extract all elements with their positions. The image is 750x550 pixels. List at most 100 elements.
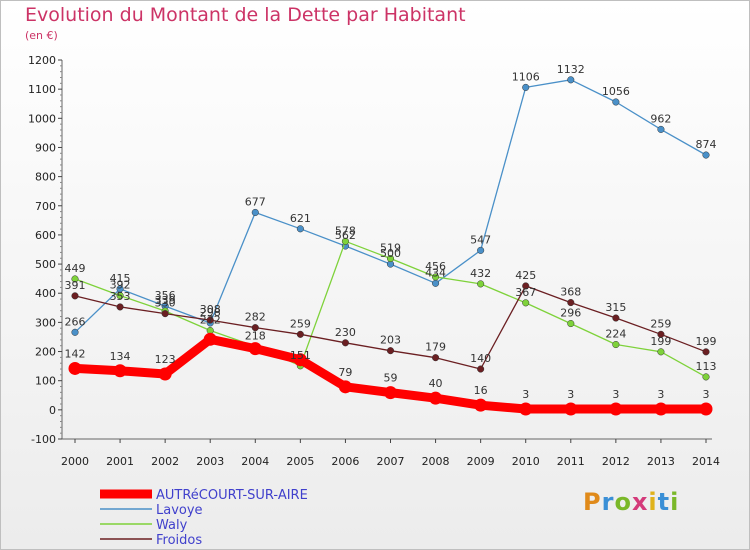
data-point bbox=[567, 76, 575, 84]
data-point bbox=[519, 402, 533, 416]
axes bbox=[61, 60, 712, 440]
logo-letter: o bbox=[614, 488, 632, 516]
data-label: 259 bbox=[650, 317, 671, 330]
logo-letter: i bbox=[648, 488, 658, 516]
data-label: 962 bbox=[650, 112, 671, 125]
y-tick-label: 500 bbox=[35, 258, 56, 271]
series-autr-court-sur-aire bbox=[68, 332, 713, 416]
data-label: 40 bbox=[429, 377, 443, 390]
data-point bbox=[609, 402, 623, 416]
data-label: 330 bbox=[155, 297, 176, 310]
data-label: 230 bbox=[335, 326, 356, 339]
data-label: 259 bbox=[290, 317, 311, 330]
data-point bbox=[206, 316, 214, 324]
data-label: 308 bbox=[200, 303, 221, 316]
x-tick-label: 2006 bbox=[331, 455, 359, 468]
data-label: 179 bbox=[425, 341, 446, 354]
data-point bbox=[612, 340, 620, 349]
data-point bbox=[702, 151, 710, 159]
data-point bbox=[386, 254, 395, 263]
y-tick-label: 700 bbox=[35, 200, 56, 213]
data-point bbox=[522, 282, 530, 290]
data-point bbox=[113, 364, 127, 378]
data-point bbox=[248, 342, 262, 356]
data-label: 562 bbox=[335, 229, 356, 242]
data-label: 3 bbox=[567, 388, 574, 401]
logo-letter: i bbox=[670, 488, 680, 516]
x-tick-label: 2002 bbox=[151, 455, 179, 468]
data-point bbox=[654, 402, 668, 416]
data-label: 3 bbox=[522, 388, 529, 401]
y-tick-label: 100 bbox=[35, 375, 56, 388]
data-label: 282 bbox=[245, 311, 266, 324]
data-label: 456 bbox=[425, 260, 446, 273]
data-point bbox=[116, 292, 124, 300]
data-point bbox=[432, 273, 440, 281]
x-tick-label: 2007 bbox=[377, 455, 405, 468]
y-tick-label: 1200 bbox=[28, 54, 56, 67]
data-label: 874 bbox=[696, 138, 717, 151]
data-label: 449 bbox=[65, 262, 86, 275]
y-axis-ticks: -100 0 100 200 300 400 500 600 700 800 900 1000 1100… bbox=[28, 54, 62, 446]
x-axis-ticks: 2000 2001 2002 2003 2004 2005 2006 2007 2008 2009… bbox=[61, 439, 720, 468]
data-point bbox=[564, 402, 578, 416]
x-tick-label: 2005 bbox=[286, 455, 314, 468]
data-label: 3 bbox=[657, 388, 664, 401]
data-label: 199 bbox=[650, 335, 671, 348]
data-point bbox=[161, 310, 169, 318]
data-point bbox=[293, 353, 307, 367]
legend-label: Lavoye bbox=[156, 503, 203, 518]
data-point bbox=[71, 328, 79, 336]
data-point bbox=[341, 339, 349, 347]
data-point bbox=[251, 324, 259, 332]
data-label: 339 bbox=[155, 294, 176, 307]
data-label: 1056 bbox=[602, 85, 630, 98]
y-tick-label: 800 bbox=[35, 171, 56, 184]
y-tick-label: 300 bbox=[35, 316, 56, 329]
x-tick-label: 2003 bbox=[196, 455, 224, 468]
data-point bbox=[296, 330, 304, 338]
data-label: 547 bbox=[470, 233, 491, 246]
y-tick-label: 400 bbox=[35, 287, 56, 300]
x-tick-label: 2013 bbox=[647, 455, 675, 468]
data-label: 224 bbox=[605, 328, 626, 341]
data-point bbox=[699, 402, 713, 416]
x-tick-label: 2011 bbox=[557, 455, 585, 468]
data-label: 621 bbox=[290, 212, 311, 225]
data-label: 677 bbox=[245, 195, 266, 208]
legend-label: Froidos bbox=[156, 533, 202, 548]
legend-label: AUTRéCOURT-SUR-AIRE bbox=[156, 488, 308, 503]
x-tick-label: 2004 bbox=[241, 455, 269, 468]
data-label: 578 bbox=[335, 224, 356, 237]
x-tick-label: 2010 bbox=[512, 455, 540, 468]
data-label: 151 bbox=[290, 349, 311, 362]
data-label: 203 bbox=[380, 334, 401, 347]
data-label: 392 bbox=[110, 279, 131, 292]
data-label: 368 bbox=[560, 286, 581, 299]
logo-letter: x bbox=[631, 488, 649, 516]
data-point bbox=[432, 354, 440, 362]
data-point bbox=[474, 398, 488, 412]
data-point bbox=[702, 373, 710, 381]
logo-letter: P bbox=[583, 488, 602, 516]
x-tick-label: 2008 bbox=[422, 455, 450, 468]
data-point bbox=[612, 98, 620, 106]
x-tick-label: 2001 bbox=[106, 455, 134, 468]
data-point bbox=[338, 380, 352, 394]
y-tick-label: 1000 bbox=[28, 112, 56, 125]
data-label: 266 bbox=[65, 315, 86, 328]
data-label: 500 bbox=[380, 247, 401, 260]
y-tick-label: 1100 bbox=[28, 83, 56, 96]
logo-letter: r bbox=[601, 488, 615, 516]
y-tick-label: 200 bbox=[35, 346, 56, 359]
data-label: 415 bbox=[110, 272, 131, 285]
data-label: 296 bbox=[560, 307, 581, 320]
x-tick-label: 2009 bbox=[467, 455, 495, 468]
data-point bbox=[341, 237, 349, 245]
data-point bbox=[657, 330, 665, 338]
x-tick-label: 2014 bbox=[692, 455, 720, 468]
data-point bbox=[158, 367, 172, 381]
data-point bbox=[203, 332, 217, 346]
data-label: 1132 bbox=[557, 63, 585, 76]
data-label: 432 bbox=[470, 267, 491, 280]
